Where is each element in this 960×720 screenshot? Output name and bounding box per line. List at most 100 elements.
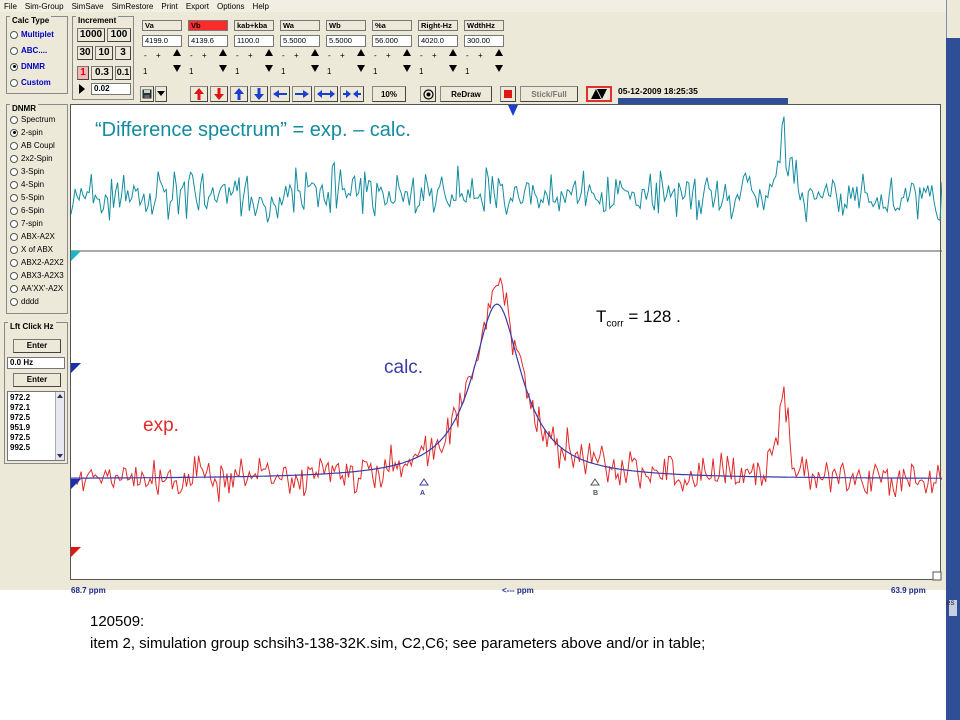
increment-value-field[interactable]: 0.02: [91, 83, 131, 95]
param-minus-button[interactable]: -: [420, 51, 423, 60]
click-hz-item[interactable]: 951.9: [10, 423, 31, 432]
enter-button-2[interactable]: Enter: [13, 373, 61, 387]
dnmr-option[interactable]: 6-Spin: [10, 206, 44, 215]
marker-a[interactable]: A: [419, 478, 429, 497]
param-minus-button[interactable]: -: [282, 51, 285, 60]
dnmr-option[interactable]: dddd: [10, 297, 39, 306]
param-value-field[interactable]: 1100.0: [234, 35, 274, 47]
click-hz-item[interactable]: 972.1: [10, 403, 31, 412]
param-value-field[interactable]: 4139.6: [188, 35, 228, 47]
param-value-field[interactable]: 300.00: [464, 35, 504, 47]
dnmr-option[interactable]: 2x2-Spin: [10, 154, 53, 163]
increment-3-button[interactable]: 3: [115, 46, 131, 60]
param-minus-button[interactable]: -: [190, 51, 193, 60]
dnmr-option[interactable]: ABX-A2X: [10, 232, 55, 241]
stop-icon[interactable]: [500, 86, 516, 102]
exp-baseline-marker-icon[interactable]: [71, 479, 81, 489]
expand-icon[interactable]: [314, 86, 338, 102]
spectrum-plot[interactable]: A B “Difference spectrum” = exp. – calc.…: [70, 104, 942, 581]
click-hz-list[interactable]: 972.2 972.1 972.5 951.9 972.5 992.5: [7, 391, 65, 461]
dnmr-option[interactable]: 2-spin: [10, 128, 43, 137]
calc-offset-marker-icon[interactable]: [71, 363, 81, 373]
param-spinner[interactable]: [402, 49, 412, 81]
increment-100-button[interactable]: 100: [107, 28, 131, 42]
param-spinner[interactable]: [448, 49, 458, 81]
scale-down-blue-icon[interactable]: [250, 86, 268, 102]
menu-simsave[interactable]: SimSave: [71, 1, 104, 11]
param-minus-button[interactable]: -: [466, 51, 469, 60]
redraw-button[interactable]: ReDraw: [440, 86, 492, 102]
dnmr-option[interactable]: 5-Spin: [10, 193, 44, 202]
resize-corner-icon[interactable]: [932, 571, 942, 581]
param-value-field[interactable]: 5.5000: [280, 35, 320, 47]
calc-type-multiplet[interactable]: Multiplet: [10, 30, 54, 39]
param-spinner[interactable]: [264, 49, 274, 81]
calc-type-custom[interactable]: Custom: [10, 78, 51, 87]
increment-0.3-button[interactable]: 0.3: [91, 66, 113, 80]
zoom-percent-button[interactable]: 10%: [372, 86, 406, 102]
dnmr-option[interactable]: Spectrum: [10, 115, 55, 124]
marker-b[interactable]: B: [590, 478, 600, 497]
pan-right-icon[interactable]: [292, 86, 312, 102]
param-plus-button[interactable]: +: [432, 51, 437, 60]
dnmr-option[interactable]: 3-Spin: [10, 167, 44, 176]
scale-up-blue-icon[interactable]: [230, 86, 248, 102]
increment-0.1-button[interactable]: 0.1: [115, 66, 131, 80]
dropdown-icon[interactable]: [155, 86, 167, 102]
diff-baseline-marker-icon[interactable]: [71, 251, 81, 261]
param-value-field[interactable]: 56.000: [372, 35, 412, 47]
save-icon[interactable]: [140, 86, 154, 102]
param-plus-button[interactable]: +: [294, 51, 299, 60]
param-plus-button[interactable]: +: [478, 51, 483, 60]
dnmr-option[interactable]: ABX3-A2X3: [10, 271, 64, 280]
menu-sim-group[interactable]: Sim-Group: [24, 1, 64, 11]
click-hz-item[interactable]: 972.5: [10, 433, 31, 442]
param-spinner[interactable]: [172, 49, 182, 81]
increment-1000-button[interactable]: 1000: [77, 28, 105, 42]
param-plus-button[interactable]: +: [386, 51, 391, 60]
click-hz-item[interactable]: 992.5: [10, 443, 31, 452]
dnmr-option[interactable]: 4-Spin: [10, 180, 44, 189]
increment-30-button[interactable]: 30: [77, 46, 93, 60]
menu-export[interactable]: Export: [185, 1, 209, 11]
param-value-field[interactable]: 4199.0: [142, 35, 182, 47]
menu-help[interactable]: Help: [252, 1, 269, 11]
click-hz-item[interactable]: 972.5: [10, 413, 31, 422]
param-spinner[interactable]: [356, 49, 366, 81]
param-spinner[interactable]: [310, 49, 320, 81]
increment-1-button[interactable]: 1: [77, 66, 89, 80]
stick-full-button[interactable]: Stick/Full: [520, 86, 578, 102]
target-icon[interactable]: [420, 86, 436, 102]
menu-options[interactable]: Options: [216, 1, 245, 11]
calc-type-dnmr[interactable]: DNMR: [10, 62, 45, 71]
shift-up-red-icon[interactable]: [190, 86, 208, 102]
dnmr-option[interactable]: X of ABX: [10, 245, 53, 254]
contract-icon[interactable]: [340, 86, 364, 102]
param-value-field[interactable]: 4020.0: [418, 35, 458, 47]
menu-file[interactable]: File: [4, 1, 17, 11]
dnmr-option[interactable]: AB Coupl: [10, 141, 55, 150]
param-minus-button[interactable]: -: [236, 51, 239, 60]
param-spinner[interactable]: [494, 49, 504, 81]
param-minus-button[interactable]: -: [144, 51, 147, 60]
click-hz-field[interactable]: 0.0 Hz: [7, 357, 65, 369]
shift-down-red-icon[interactable]: [210, 86, 228, 102]
enter-button[interactable]: Enter: [13, 339, 61, 353]
click-hz-item[interactable]: 972.2: [10, 393, 31, 402]
param-plus-button[interactable]: +: [340, 51, 345, 60]
increment-10-button[interactable]: 10: [95, 46, 113, 60]
param-value-field[interactable]: 5.5000: [326, 35, 366, 47]
param-plus-button[interactable]: +: [248, 51, 253, 60]
scroll-up-icon[interactable]: [57, 394, 63, 398]
menu-print[interactable]: Print: [161, 1, 178, 11]
pan-left-icon[interactable]: [270, 86, 290, 102]
flip-icon[interactable]: [586, 86, 612, 102]
list-scrollbar[interactable]: [55, 392, 64, 460]
menu-simrestore[interactable]: SimRestore: [111, 1, 154, 11]
param-spinner[interactable]: [218, 49, 228, 81]
param-minus-button[interactable]: -: [328, 51, 331, 60]
dnmr-option[interactable]: AA'XX'-A2X: [10, 284, 63, 293]
calc-type-abc[interactable]: ABC....: [10, 46, 47, 55]
dnmr-option[interactable]: 7-spin: [10, 219, 43, 228]
param-minus-button[interactable]: -: [374, 51, 377, 60]
